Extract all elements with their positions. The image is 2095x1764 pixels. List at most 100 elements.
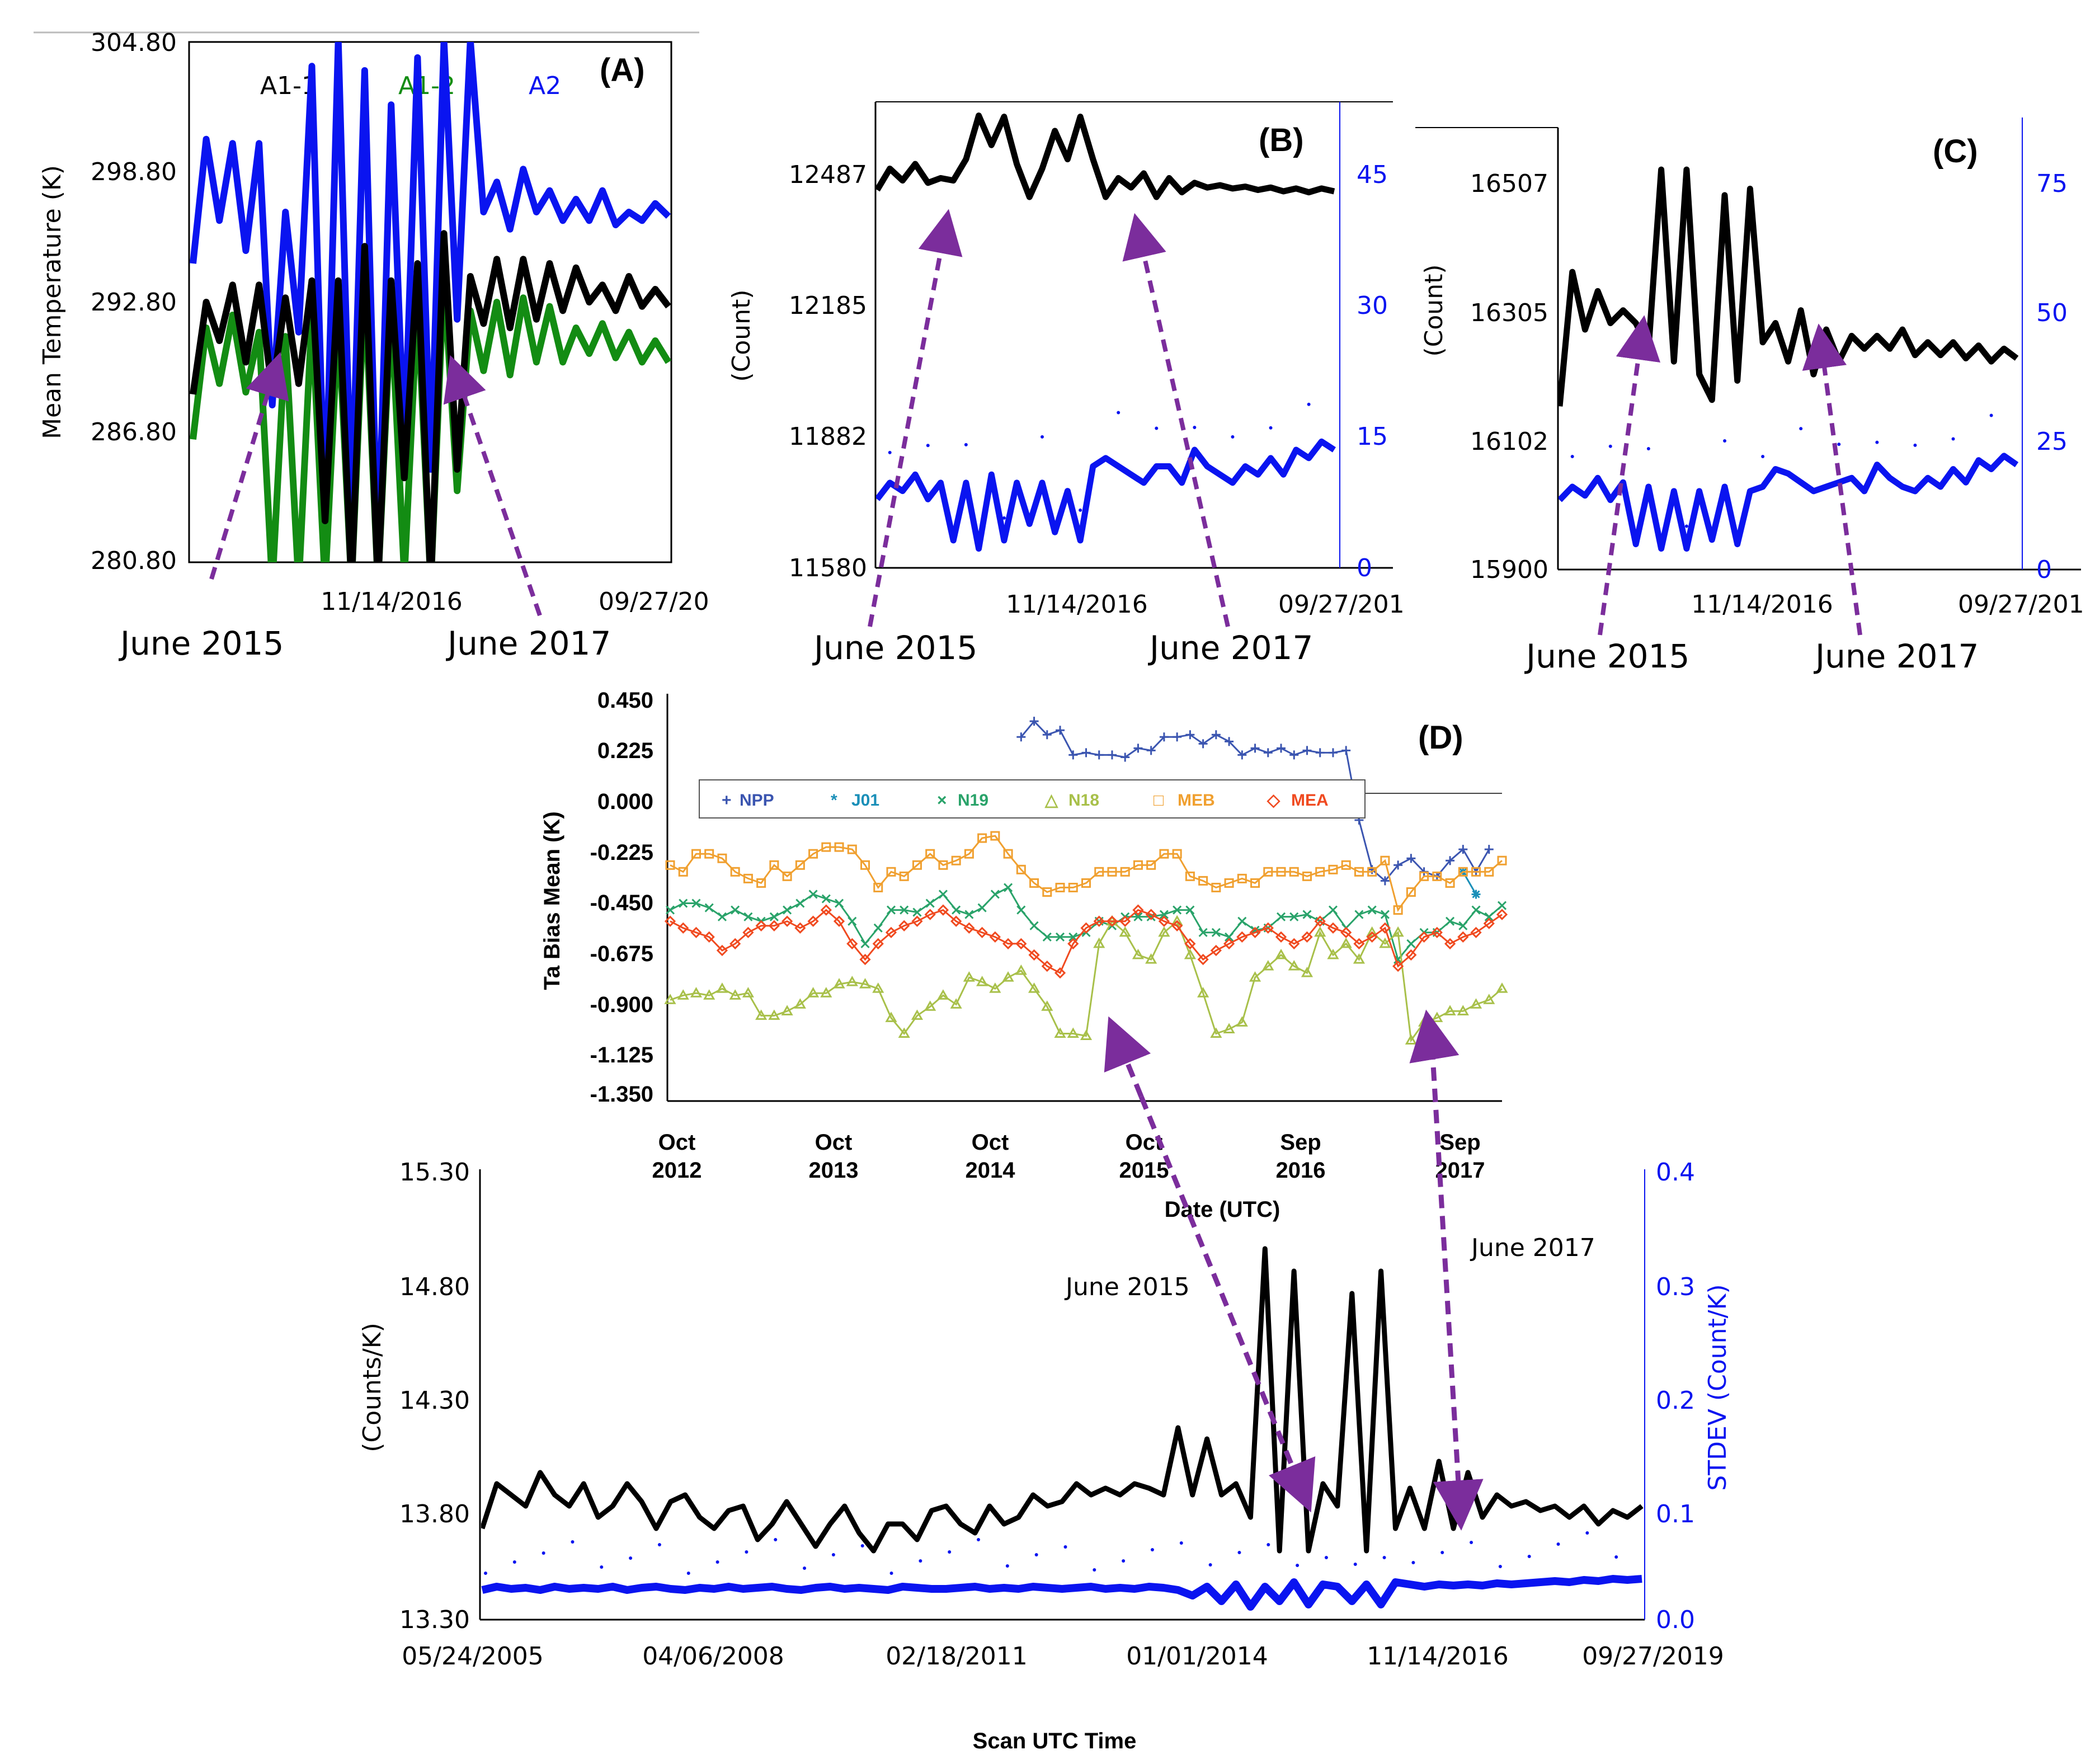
panel-e-right-y-axis-title: STDEV (Count/K)	[1703, 1284, 1732, 1490]
marker-meb	[717, 853, 727, 863]
marker-mea	[807, 915, 819, 927]
marker-n19	[1029, 921, 1039, 930]
y-tick-label: 11580	[789, 554, 867, 582]
y-tick-label: 16305	[1470, 299, 1548, 327]
annotation-june-2017: June 2017	[1814, 637, 1979, 675]
marker-meb	[834, 842, 844, 852]
marker-mea	[976, 926, 988, 938]
marker-n19	[731, 905, 740, 915]
annotation-june-2015: June 2015	[1524, 637, 1689, 675]
marker-npp	[1107, 750, 1117, 760]
marker-mea	[1444, 938, 1456, 949]
marker-mea	[911, 915, 923, 927]
series-line-mea	[670, 909, 1503, 975]
scatter-point	[542, 1551, 545, 1555]
marker-n19	[1185, 905, 1195, 915]
marker-n19	[952, 905, 961, 915]
panel-e-x-ticks: 05/24/2005 04/06/2008 02/18/2011 01/01/2…	[402, 1642, 1724, 1671]
marker-n19	[743, 912, 753, 921]
x-tick-label: 11/14/2016	[1367, 1642, 1509, 1671]
marker-meb	[1081, 878, 1091, 888]
marker-mea	[1080, 922, 1092, 934]
y-tick-label: -1.125	[590, 1043, 653, 1067]
marker-npp	[1029, 717, 1039, 726]
marker-n19	[834, 899, 844, 908]
marker-mea	[1249, 926, 1261, 938]
marker-n18	[1054, 1027, 1066, 1038]
marker-mea	[1392, 960, 1404, 972]
marker-n18	[1288, 959, 1300, 971]
marker-n19	[1289, 912, 1299, 921]
scatter-point	[977, 1538, 981, 1541]
scatter-point	[919, 1559, 922, 1563]
marker-mea	[1327, 922, 1339, 934]
marker-n18	[807, 987, 820, 998]
marker-n18	[1002, 971, 1014, 982]
marker-npp	[1042, 730, 1052, 740]
arrow-june-2015	[1138, 1095, 1316, 1513]
panel-b: 12487 12185 11882 11580 45 30 15 0 (Coun…	[727, 101, 1405, 667]
marker-mea	[1405, 949, 1417, 961]
marker-meb	[782, 871, 792, 881]
y-tick-label: 280.80	[91, 547, 177, 575]
marker-mea	[1353, 938, 1365, 949]
marker-n18	[1327, 948, 1339, 959]
x-tick-label: 11/14/2016	[1006, 590, 1148, 619]
legend-marker-npp: +	[722, 791, 732, 810]
marker-n19	[1016, 905, 1026, 915]
marker-n19	[1042, 932, 1052, 942]
marker-meb	[1406, 887, 1416, 897]
y-tick-label: 14.30	[399, 1386, 470, 1415]
marker-npp	[1393, 860, 1403, 870]
y-right-tick-label: 15	[1357, 422, 1388, 451]
marker-meb	[912, 860, 922, 870]
y-right-tick-label: 75	[2036, 170, 2068, 198]
panel-c-letter: (C)	[1933, 133, 1978, 170]
marker-mea	[989, 931, 1001, 943]
marker-mea	[924, 909, 936, 920]
marker-mea	[1067, 938, 1079, 949]
marker-meb	[1497, 855, 1507, 865]
arrow-june-2015	[1598, 315, 1661, 636]
marker-mea	[1418, 931, 1430, 943]
panel-d-y-ticks: 0.450 0.225 0.000 -0.225 -0.450 -0.675 -…	[590, 688, 653, 1107]
scatter-point	[831, 1553, 835, 1556]
scatter-point	[1041, 435, 1044, 439]
scatter-point	[1269, 426, 1273, 430]
y-right-tick-label: 0.3	[1656, 1273, 1695, 1301]
marker-n18	[1210, 1027, 1222, 1038]
scatter-point	[1608, 444, 1612, 448]
marker-mea	[1132, 904, 1144, 916]
marker-mea	[963, 922, 975, 934]
marker-npp	[1068, 750, 1078, 760]
marker-n18	[976, 976, 988, 986]
marker-mea	[664, 915, 676, 927]
scatter-point	[1913, 443, 1917, 447]
marker-meb	[1380, 855, 1390, 865]
marker-n19	[808, 890, 818, 899]
annotation-june-2015: June 2015	[812, 629, 977, 667]
x-tick-year: 2014	[966, 1158, 1016, 1183]
x-tick-label: 02/18/2011	[886, 1642, 1028, 1671]
scatter-point	[1117, 411, 1121, 415]
panel-d-legend: + NPP * J01 × N19 △ N18 □ MEB ◇ MEA	[699, 779, 1366, 819]
y-tick-label: 286.80	[91, 418, 177, 446]
y-right-tick-label: 0.1	[1656, 1500, 1695, 1528]
scatter-point	[774, 1538, 778, 1541]
marker-npp	[1094, 750, 1104, 760]
marker-n18	[924, 1000, 936, 1011]
marker-n18	[1249, 971, 1261, 982]
scatter-point	[1296, 1564, 1300, 1567]
scatter-point	[1527, 1555, 1531, 1558]
marker-n19	[1471, 905, 1481, 915]
marker-mea	[846, 938, 858, 949]
scatter-point	[889, 1572, 893, 1575]
marker-mea	[1054, 967, 1066, 979]
marker-mea	[729, 938, 741, 949]
marker-n18	[1067, 1027, 1079, 1038]
marker-meb	[730, 867, 740, 877]
scatter-point	[1155, 426, 1159, 430]
series-line-stdev	[1559, 453, 2019, 552]
marker-mea	[794, 922, 806, 934]
scatter-point	[1208, 1563, 1212, 1567]
